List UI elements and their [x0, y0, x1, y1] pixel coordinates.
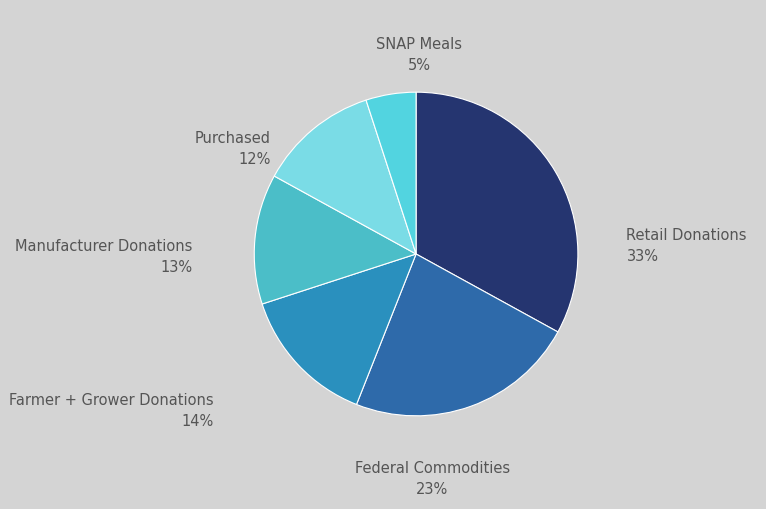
Text: 5%: 5% — [408, 58, 430, 73]
Text: SNAP Meals: SNAP Meals — [376, 37, 463, 52]
Text: Farmer + Grower Donations: Farmer + Grower Donations — [9, 392, 214, 407]
Text: 33%: 33% — [627, 248, 659, 264]
Wedge shape — [274, 101, 416, 254]
Text: Purchased: Purchased — [195, 131, 270, 146]
Text: 13%: 13% — [161, 260, 193, 275]
Wedge shape — [254, 177, 416, 304]
Wedge shape — [366, 93, 416, 254]
Wedge shape — [262, 254, 416, 405]
Text: 12%: 12% — [238, 152, 270, 166]
Wedge shape — [416, 93, 578, 332]
Text: Manufacturer Donations: Manufacturer Donations — [15, 239, 193, 254]
Wedge shape — [356, 254, 558, 416]
Text: Federal Commodities: Federal Commodities — [355, 460, 510, 475]
Text: 23%: 23% — [416, 481, 448, 496]
Text: Retail Donations: Retail Donations — [627, 228, 747, 243]
Text: 14%: 14% — [182, 413, 214, 429]
